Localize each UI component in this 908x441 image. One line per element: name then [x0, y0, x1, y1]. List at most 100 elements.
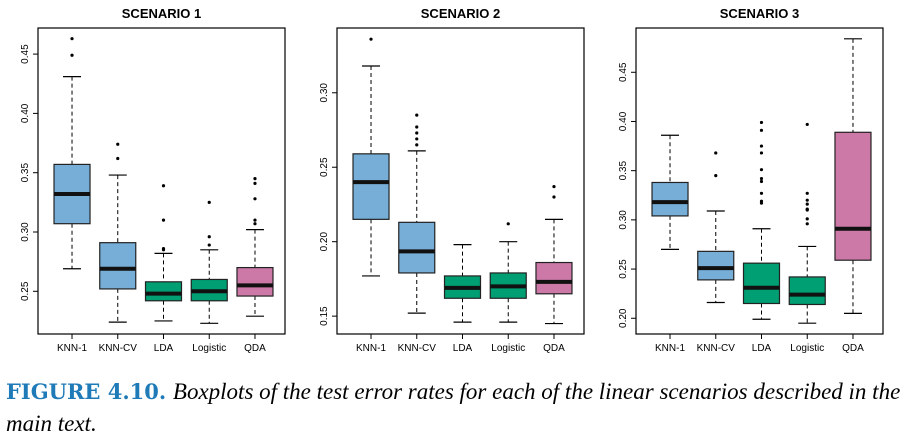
outlier-point — [552, 184, 556, 189]
outlier-point — [805, 191, 809, 195]
outlier-point — [506, 222, 510, 226]
x-tick-label: QDA — [244, 343, 266, 354]
box-knn-1 — [53, 37, 91, 270]
outlier-point — [70, 37, 74, 41]
x-tick-label: KNN-1 — [356, 343, 386, 354]
y-tick-label: 0.35 — [618, 161, 629, 181]
outlier-point — [207, 235, 211, 239]
panel-3: SCENARIO 3 0.20 0.25 0.30 0.35 0.40 0.45 KNN-1 K… — [618, 6, 884, 354]
outlier-point — [415, 131, 419, 135]
outlier-point — [552, 195, 556, 199]
y-tick-label: 0.25 — [20, 281, 31, 301]
outlier-point — [759, 120, 764, 125]
y-tick-label: 0.40 — [20, 103, 31, 123]
box-iqr — [99, 242, 137, 290]
outlier-point — [805, 122, 809, 127]
outlier-point — [369, 37, 373, 41]
box-lda — [443, 244, 482, 323]
outlier-point — [161, 218, 166, 222]
box-logistic — [190, 200, 228, 324]
outlier-point — [253, 177, 257, 181]
outlier-point — [116, 142, 120, 146]
outlier-point — [415, 137, 419, 141]
x-tick-label: LDA — [453, 343, 473, 354]
box-knn-cv — [697, 151, 735, 304]
chart-title: SCENARIO 3 — [720, 6, 799, 21]
box-lda — [144, 184, 183, 322]
outlier-point — [805, 198, 809, 202]
box-knn-1 — [651, 134, 689, 250]
box-logistic — [489, 222, 527, 323]
x-tick-label: KNN-CV — [99, 343, 138, 354]
outlier-point — [253, 218, 257, 222]
x-tick-label: KNN-1 — [655, 343, 685, 354]
outlier-point — [207, 243, 211, 247]
outlier-point — [805, 222, 809, 226]
y-tick-label: 0.20 — [319, 232, 330, 252]
y-tick-label: 0.15 — [319, 306, 330, 326]
x-tick-label: KNN-1 — [57, 343, 87, 354]
outlier-point — [759, 201, 764, 205]
y-tick-label: 0.20 — [618, 308, 629, 328]
outlier-point — [70, 53, 74, 57]
y-tick-label: 0.40 — [618, 111, 629, 131]
figure-caption: FIGURE 4.10. Boxplots of the test error … — [6, 376, 906, 440]
y-tick-label: 0.25 — [319, 157, 330, 177]
plot-frame — [336, 27, 585, 335]
plot-frame — [37, 27, 286, 335]
box-iqr — [236, 266, 274, 297]
outlier-point — [415, 143, 419, 147]
outlier-point — [253, 197, 257, 201]
figure-label: FIGURE 4.10. — [6, 379, 167, 404]
x-tick-label: Logistic — [790, 343, 824, 354]
boxplot-figure: SCENARIO 1 0.25 0.30 0.35 0.40 0.45 KNN-1 KNN-C… — [20, 6, 884, 354]
outlier-point — [253, 222, 257, 226]
box-iqr — [352, 153, 390, 220]
y-tick-label: 0.25 — [618, 259, 629, 279]
panel-2: SCENARIO 2 0.15 0.20 0.25 0.30 KNN-1 KNN-CV LDA… — [319, 6, 585, 354]
outlier-point — [759, 191, 764, 195]
outlier-point — [161, 248, 166, 252]
box-iqr — [834, 131, 872, 261]
y-tick-label: 0.30 — [319, 83, 330, 103]
box-logistic — [788, 122, 826, 324]
box-iqr — [651, 181, 689, 217]
outlier-point — [805, 217, 809, 221]
box-qda — [236, 177, 274, 317]
box-qda — [535, 184, 573, 325]
chart-title: SCENARIO 2 — [421, 6, 500, 21]
y-tick-label: 0.30 — [20, 222, 31, 242]
outlier-point — [759, 128, 764, 132]
box-iqr — [398, 221, 436, 274]
x-tick-label: KNN-CV — [398, 343, 437, 354]
box-iqr — [535, 261, 573, 295]
box-knn-1 — [352, 37, 390, 277]
outlier-point — [415, 125, 419, 129]
box-iqr — [788, 276, 826, 306]
caption-text: Boxplots of the test error rates for eac… — [6, 379, 901, 436]
y-tick-label: 0.45 — [618, 62, 629, 82]
box-knn-cv — [398, 113, 436, 314]
x-tick-label: Logistic — [491, 343, 525, 354]
box-iqr — [742, 262, 781, 305]
x-tick-label: QDA — [543, 343, 565, 354]
outlier-point — [759, 179, 764, 184]
y-tick-label: 0.35 — [20, 163, 31, 183]
outlier-point — [805, 202, 809, 206]
box-lda — [742, 120, 781, 320]
outlier-point — [714, 173, 718, 178]
plot-frame — [635, 27, 884, 335]
outlier-point — [116, 156, 120, 161]
outlier-point — [253, 181, 257, 185]
outlier-point — [207, 200, 211, 204]
y-tick-label: 0.30 — [618, 210, 629, 230]
outlier-point — [759, 168, 764, 172]
x-tick-label: KNN-CV — [697, 343, 736, 354]
outlier-point — [161, 184, 166, 188]
box-qda — [834, 38, 872, 314]
outlier-point — [759, 151, 764, 155]
panel-1: SCENARIO 1 0.25 0.30 0.35 0.40 0.45 KNN-1 KNN-C… — [20, 6, 286, 354]
outlier-point — [714, 151, 718, 155]
x-tick-label: LDA — [752, 343, 772, 354]
outlier-point — [759, 176, 764, 181]
